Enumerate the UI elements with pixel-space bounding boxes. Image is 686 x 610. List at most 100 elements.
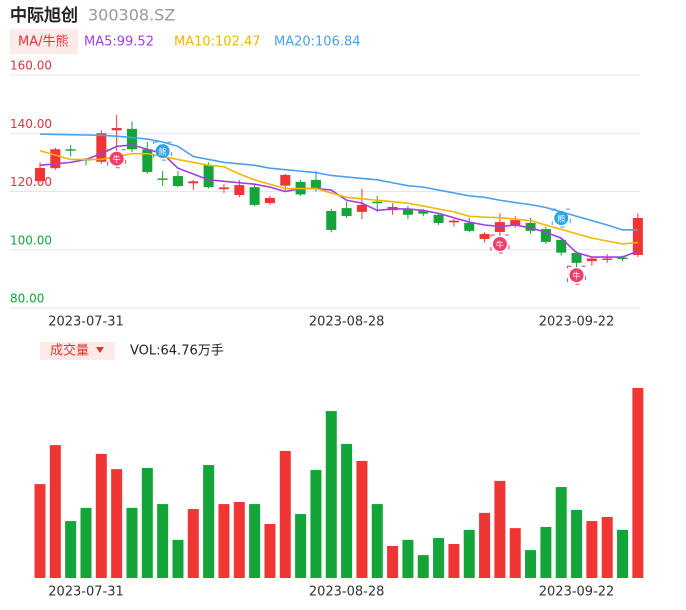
stock-code: 300308.SZ	[88, 6, 175, 25]
volume-bar	[65, 521, 77, 578]
candle-body	[433, 214, 444, 223]
stock-name: 中际旭创	[10, 5, 78, 26]
volume-bar	[80, 507, 92, 578]
volume-title[interactable]: 成交量	[50, 343, 89, 359]
candle-body	[540, 229, 551, 242]
signal-badge	[569, 268, 584, 283]
volume-bar	[555, 487, 567, 578]
volume-bar	[433, 538, 445, 578]
volume-bar	[571, 509, 583, 578]
candle-body	[249, 187, 260, 205]
volume-bar	[111, 469, 123, 578]
candle-body	[326, 211, 337, 230]
volume-bar	[34, 484, 46, 578]
x-tick-label: 2023-07-31	[48, 315, 124, 330]
candle-body	[602, 258, 613, 260]
signal-label: 熊	[159, 147, 167, 157]
candle-body	[418, 211, 429, 214]
candle-body	[464, 222, 475, 231]
candle-body	[264, 197, 275, 204]
signal-frame	[107, 149, 127, 169]
volume-legend: VOL:64.76万手	[130, 344, 224, 359]
dropdown-icon[interactable]	[96, 347, 104, 353]
signal-badge	[554, 211, 569, 226]
legend-badge[interactable]	[10, 29, 78, 54]
y-tick-label: 100.00	[10, 233, 52, 247]
legend-item: MA10:102.47	[174, 35, 261, 50]
candle-body	[218, 187, 229, 190]
candle-body	[571, 252, 582, 263]
volume-bar	[586, 521, 598, 578]
volume-bar	[126, 507, 138, 578]
candle-body	[126, 128, 137, 150]
x-tick-label: 2023-07-31	[48, 585, 124, 600]
candle-body	[586, 258, 597, 262]
x-tick-label: 2023-09-22	[539, 585, 615, 600]
volume-bar	[249, 504, 261, 578]
x-tick-label: 2023-08-28	[309, 585, 385, 600]
legend-item: MA20:106.84	[274, 35, 361, 50]
volume-bar	[463, 529, 475, 578]
candle-body	[356, 204, 367, 212]
candle-body	[172, 176, 183, 186]
candle-body	[510, 220, 521, 226]
ma-line	[39, 133, 638, 231]
candle-body	[188, 181, 199, 184]
candle-body	[35, 167, 45, 182]
signal-label: 熊	[557, 214, 565, 224]
candle-body	[632, 218, 643, 255]
candle-body	[203, 165, 214, 188]
candle-body	[111, 128, 122, 131]
volume-bar	[402, 539, 414, 578]
volume-bar	[157, 504, 169, 578]
candle-body	[96, 133, 107, 162]
legend-title[interactable]: MA/牛熊	[18, 34, 69, 50]
candle-body	[65, 149, 76, 151]
volume-bar	[494, 480, 506, 578]
volume-bar	[341, 443, 353, 578]
x-tick-label: 2023-09-22	[539, 315, 615, 330]
signal-frame	[490, 234, 510, 254]
candle-body	[50, 149, 61, 169]
signal-label: 牛	[113, 154, 121, 164]
volume-bar	[49, 445, 61, 578]
volume-bar	[617, 529, 629, 578]
candle-body	[310, 179, 321, 189]
volume-bar	[479, 512, 491, 578]
volume-bar	[417, 555, 429, 578]
signal-badge	[492, 237, 507, 252]
volume-bar	[601, 516, 613, 578]
candle-body	[157, 178, 168, 180]
signal-frame	[551, 208, 571, 228]
volume-bar	[279, 450, 291, 578]
volume-bar	[141, 467, 153, 578]
signal-badge	[155, 144, 170, 159]
volume-bar	[356, 460, 368, 578]
signal-label: 牛	[573, 271, 581, 281]
candle-body	[234, 185, 245, 195]
candle-body	[556, 239, 567, 253]
ma-line	[39, 149, 638, 245]
volume-bar	[203, 465, 215, 578]
volume-bar	[295, 514, 307, 578]
candle-body	[479, 234, 490, 239]
x-tick-label: 2023-08-28	[309, 315, 385, 330]
candle-body	[142, 149, 153, 172]
candle-body	[525, 222, 536, 231]
candle-body	[448, 220, 459, 223]
candle-body	[280, 174, 291, 186]
volume-bar	[218, 504, 230, 578]
candle-body	[341, 208, 352, 216]
volume-bar	[632, 388, 644, 578]
y-tick-label: 140.00	[10, 117, 52, 131]
signal-frame	[153, 141, 173, 161]
volume-bar	[187, 509, 199, 578]
volume-bar	[387, 546, 399, 578]
y-tick-label: 120.00	[10, 175, 52, 189]
volume-bar	[371, 504, 383, 578]
volume-badge[interactable]	[40, 342, 115, 360]
candle-body	[372, 201, 383, 204]
volume-bar	[325, 411, 337, 578]
volume-bar	[525, 550, 537, 578]
